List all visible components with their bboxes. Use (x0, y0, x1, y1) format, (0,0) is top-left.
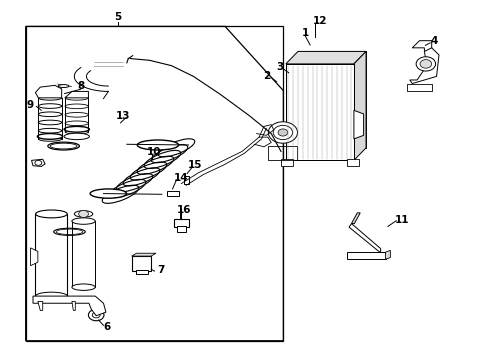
Polygon shape (65, 91, 88, 98)
Bar (285, 64, 353, 160)
Ellipse shape (137, 140, 178, 150)
Polygon shape (285, 51, 366, 64)
Bar (281, 158, 292, 166)
Text: 8: 8 (77, 81, 84, 91)
Polygon shape (33, 296, 106, 316)
Bar (346, 158, 358, 166)
Text: 7: 7 (157, 265, 164, 275)
Ellipse shape (64, 133, 89, 140)
Ellipse shape (72, 218, 95, 224)
Circle shape (273, 125, 292, 140)
Bar (131, 256, 151, 271)
Circle shape (88, 309, 104, 321)
Ellipse shape (64, 126, 89, 132)
Ellipse shape (36, 292, 67, 300)
Bar (35, 214, 67, 296)
Ellipse shape (37, 134, 62, 139)
Bar (285, 64, 353, 160)
Ellipse shape (72, 284, 95, 291)
Circle shape (419, 60, 431, 68)
Polygon shape (348, 224, 380, 253)
Polygon shape (351, 213, 360, 224)
Polygon shape (385, 250, 389, 259)
Circle shape (278, 129, 287, 136)
Text: 16: 16 (176, 205, 191, 215)
Polygon shape (38, 301, 42, 310)
Circle shape (92, 312, 100, 318)
Text: 6: 6 (103, 322, 111, 332)
Polygon shape (407, 84, 431, 91)
Polygon shape (31, 159, 45, 166)
Text: 5: 5 (114, 13, 122, 22)
Polygon shape (30, 248, 38, 266)
Circle shape (268, 122, 297, 143)
FancyArrowPatch shape (58, 84, 71, 87)
Polygon shape (411, 41, 431, 51)
Polygon shape (72, 301, 75, 310)
Bar (135, 270, 147, 274)
Bar (72, 221, 95, 287)
Polygon shape (346, 252, 385, 259)
Polygon shape (409, 48, 438, 84)
Text: 11: 11 (394, 215, 409, 225)
Text: 4: 4 (429, 36, 437, 46)
Polygon shape (131, 253, 156, 256)
Text: 12: 12 (312, 16, 326, 26)
Ellipse shape (36, 210, 67, 218)
Bar (183, 176, 188, 184)
Text: 14: 14 (174, 173, 188, 183)
Ellipse shape (90, 189, 126, 198)
Text: 3: 3 (275, 63, 283, 72)
Polygon shape (353, 51, 366, 160)
Ellipse shape (58, 85, 69, 87)
Polygon shape (353, 111, 363, 139)
Text: 2: 2 (262, 71, 269, 81)
Ellipse shape (74, 211, 93, 217)
Text: 9: 9 (27, 100, 34, 110)
Bar (26, 26, 283, 341)
Circle shape (79, 210, 88, 217)
Text: 1: 1 (301, 28, 308, 38)
Bar (166, 191, 179, 196)
Text: 15: 15 (187, 160, 202, 170)
Bar (26, 26, 283, 341)
Bar (297, 51, 366, 148)
Bar (174, 219, 188, 227)
Text: 13: 13 (116, 111, 130, 121)
Circle shape (415, 57, 435, 71)
Polygon shape (35, 85, 61, 98)
Circle shape (35, 160, 41, 165)
Bar (177, 226, 185, 232)
Text: 10: 10 (147, 147, 162, 157)
